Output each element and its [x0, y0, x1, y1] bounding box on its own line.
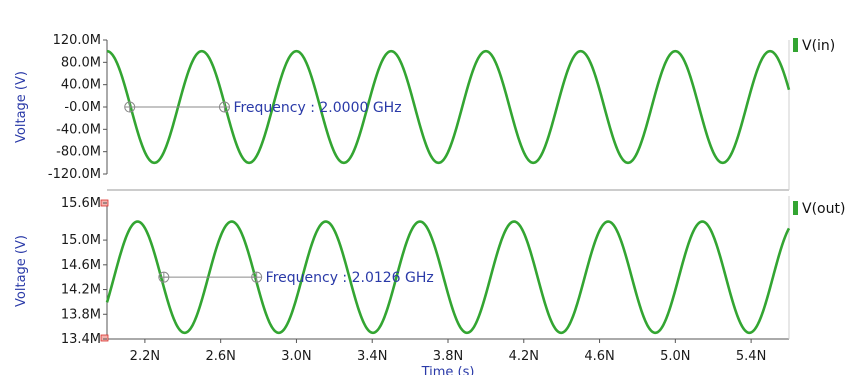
vout-frequency-label: Frequency : 2.0126 GHz [266, 270, 434, 286]
x-tick-label: 5.0N [660, 349, 690, 364]
panel-vin-ylabel: Voltage (V) [14, 71, 29, 143]
y-tick-label: 120.0M [53, 33, 101, 48]
vout-legend-label[interactable]: V(out) [802, 201, 845, 217]
x-tick-label: 4.2N [509, 349, 539, 364]
y-tick-label: 80.0M [61, 55, 101, 70]
x-axis-label: Time (s) [421, 365, 475, 375]
vin-trace [106, 49, 791, 165]
y-tick-label: -40.0M [56, 122, 101, 137]
vout-trace [105, 220, 791, 335]
y-tick-label: -0.0M [64, 100, 101, 115]
vin-legend-label[interactable]: V(in) [802, 38, 835, 54]
y-tick-label: -120.0M [48, 167, 101, 182]
x-tick-label: 3.8N [433, 349, 463, 364]
scroll-down-marker-icon[interactable] [100, 334, 109, 342]
x-tick-label: 4.6N [584, 349, 614, 364]
vout-legend-swatch[interactable] [793, 201, 798, 215]
vin-frequency-label: Frequency : 2.0000 GHz [233, 100, 401, 116]
y-tick-label: 14.2M [61, 283, 101, 298]
panel-vout-ylabel: Voltage (V) [14, 235, 29, 307]
y-tick-label: 14.6M [61, 258, 101, 273]
x-tick-label: 2.2N [130, 349, 160, 364]
y-tick-label: 15.0M [61, 233, 101, 248]
y-tick-label: 15.6M [61, 196, 101, 211]
x-tick-label: 3.4N [357, 349, 387, 364]
y-tick-label: 13.4M [61, 332, 101, 347]
vin-frequency-marker: Frequency : 2.0000 GHz [124, 100, 402, 116]
vout-frequency-marker: Frequency : 2.0126 GHz [158, 270, 434, 286]
panel-vin: 120.0M 80.0M 40.0M -0.0M -40.0M -80.0M -120.0M… [14, 33, 835, 191]
x-tick-label: 5.4N [736, 349, 766, 364]
y-tick-label: 13.8M [61, 307, 101, 322]
x-tick-label: 2.6N [205, 349, 235, 364]
x-tick-label: 3.0N [281, 349, 311, 364]
y-tick-label: 40.0M [61, 78, 101, 93]
y-tick-label: -80.0M [56, 145, 101, 160]
vin-legend-swatch[interactable] [793, 38, 798, 52]
panel-vout: 15.6M 15.0M 14.6M 14.2M 13.8M 13.4M Voltage (… [14, 196, 845, 347]
